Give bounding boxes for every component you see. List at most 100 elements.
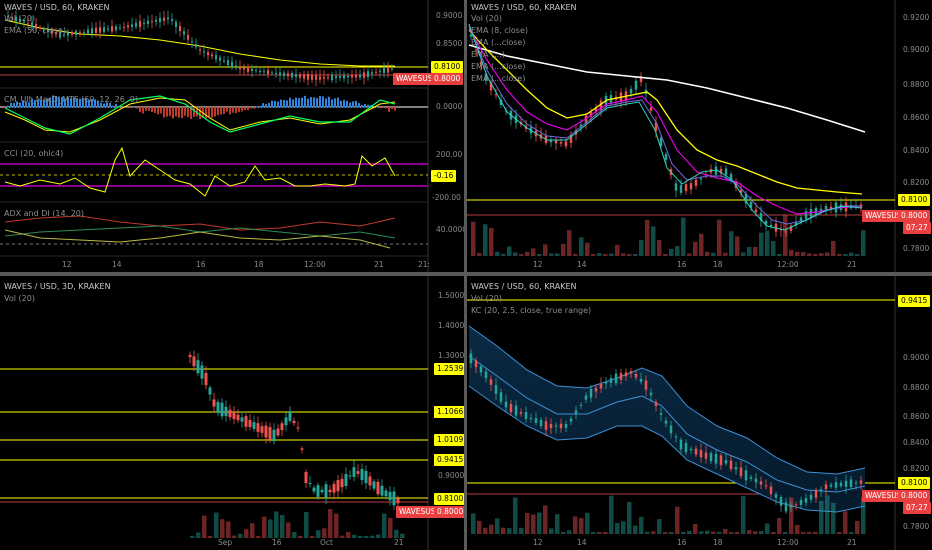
macd-histogram-bar bbox=[280, 99, 282, 108]
volume-bar bbox=[639, 516, 644, 534]
macd-histogram-bar bbox=[109, 103, 111, 108]
candle-body bbox=[629, 88, 633, 94]
volume-bar bbox=[663, 253, 668, 256]
candle-body bbox=[739, 189, 743, 194]
volume-bar bbox=[723, 252, 728, 256]
volume-bar bbox=[531, 248, 536, 256]
volume-bar bbox=[855, 253, 860, 256]
volume-bar bbox=[783, 531, 788, 534]
volume-bar bbox=[777, 518, 782, 534]
candle-body bbox=[219, 57, 221, 61]
cci-tick: 200.00 bbox=[436, 150, 463, 159]
chart-canvas-top-left[interactable] bbox=[0, 0, 464, 272]
ema-legend[interactable]: EMA (8, close) bbox=[471, 26, 528, 35]
volume-bar bbox=[298, 535, 303, 538]
price-tick: 0.8400 bbox=[903, 438, 930, 447]
volume-bar bbox=[525, 251, 530, 256]
candle-body bbox=[232, 411, 236, 420]
macd-histogram-bar bbox=[76, 98, 78, 108]
volume-bar bbox=[645, 531, 650, 534]
candle-body bbox=[589, 388, 593, 398]
ema-legend[interactable]: EMA (50, close) bbox=[4, 26, 67, 35]
macd-histogram-bar bbox=[205, 107, 207, 119]
volume-bar bbox=[561, 243, 566, 256]
candle-body bbox=[291, 72, 293, 78]
volume-bar bbox=[705, 251, 710, 256]
candle-body bbox=[714, 453, 718, 464]
macd-legend[interactable]: CM_Ult_MacD_MTF (60, 12, 26, 9) bbox=[4, 95, 139, 104]
price-tick: 0.7800 bbox=[903, 522, 930, 531]
volume-bar bbox=[262, 516, 267, 538]
volume-bar bbox=[735, 531, 740, 534]
macd-histogram-bar bbox=[163, 107, 165, 118]
last-price-badge: 0.8000 bbox=[434, 506, 464, 518]
ema-legend[interactable]: EMA (...close) bbox=[471, 38, 526, 47]
volume-bar bbox=[304, 512, 309, 538]
macd-histogram-bar bbox=[178, 107, 180, 118]
volume-bar bbox=[711, 531, 716, 534]
volume-bar bbox=[268, 519, 273, 538]
chart-canvas-top-right[interactable] bbox=[467, 0, 932, 272]
chart-canvas-bottom-right[interactable] bbox=[467, 276, 932, 550]
volume-bar bbox=[825, 252, 830, 256]
cci-legend[interactable]: CCI (20, ohlc4) bbox=[4, 149, 64, 158]
candle-body bbox=[23, 21, 25, 23]
candle-body bbox=[243, 67, 245, 70]
macd-histogram-bar bbox=[115, 103, 117, 108]
macd-histogram-bar bbox=[349, 102, 351, 108]
volume-bar bbox=[741, 252, 746, 256]
volume-legend[interactable]: Vol (20) bbox=[471, 294, 502, 303]
adx-tick: 40.0000 bbox=[436, 225, 464, 234]
pane-divider-horizontal[interactable] bbox=[0, 272, 932, 276]
volume-bars bbox=[471, 495, 866, 534]
volume-bar bbox=[280, 514, 285, 538]
macd-histogram-bar bbox=[358, 103, 360, 108]
candle-body bbox=[276, 428, 280, 436]
candle-series bbox=[469, 348, 863, 515]
candle-body bbox=[235, 65, 237, 67]
candle-body bbox=[91, 28, 93, 34]
adx-legend[interactable]: ADX and DI (14, 20) bbox=[4, 209, 84, 218]
candle-body bbox=[664, 420, 668, 424]
keltner-legend[interactable]: KC (20, 2.5, close, true range) bbox=[471, 306, 592, 315]
macd-histogram-bar bbox=[298, 98, 300, 108]
volume-bar bbox=[687, 253, 692, 256]
chart-pane-top-left[interactable]: WAVES / USD, 60, KRAKEN Vol (20) EMA (50… bbox=[0, 0, 464, 272]
volume-bar bbox=[621, 253, 626, 256]
chart-canvas-bottom-left[interactable] bbox=[0, 276, 464, 550]
volume-bar bbox=[232, 535, 237, 538]
candle-body bbox=[275, 73, 277, 75]
volume-legend[interactable]: Vol (20) bbox=[4, 14, 35, 23]
candle-body bbox=[216, 401, 220, 414]
volume-bar bbox=[537, 254, 542, 256]
chart-pane-top-right[interactable]: WAVES / USD, 60, KRAKEN Vol (20) EMA (8,… bbox=[467, 0, 932, 272]
volume-bar bbox=[675, 506, 680, 534]
volume-bar bbox=[627, 501, 632, 534]
last-price-badge: 0.8000 bbox=[431, 73, 464, 85]
volume-legend[interactable]: Vol (20) bbox=[4, 294, 35, 303]
candle-body bbox=[694, 448, 698, 455]
candle-body bbox=[224, 406, 228, 417]
volume-bar bbox=[495, 251, 500, 256]
volume-bar bbox=[507, 528, 512, 534]
ema-legend[interactable]: EMA (...) bbox=[471, 50, 505, 59]
time-tick: 14 bbox=[577, 260, 587, 269]
volume-bar bbox=[813, 253, 818, 256]
candle-body bbox=[191, 41, 193, 43]
candle-body bbox=[55, 32, 57, 35]
candle-body bbox=[308, 483, 312, 485]
volume-bar bbox=[807, 253, 812, 256]
volume-legend[interactable]: Vol (20) bbox=[471, 14, 502, 23]
ema-legend[interactable]: EMA (...close) bbox=[471, 62, 526, 71]
volume-bar bbox=[591, 253, 596, 256]
price-level-badge: 1.1066 bbox=[434, 406, 464, 418]
candle-body bbox=[509, 403, 513, 413]
time-tick: 12:00 bbox=[777, 260, 799, 269]
chart-pane-bottom-right[interactable]: WAVES / USD, 60, KRAKEN Vol (20) KC (20,… bbox=[467, 276, 932, 550]
macd-histogram-bar bbox=[259, 105, 261, 108]
volume-bar bbox=[316, 530, 321, 538]
chart-pane-bottom-left[interactable]: WAVES / USD, 3D, KRAKEN Vol (20) 1.5000 … bbox=[0, 276, 464, 550]
macd-histogram-bar bbox=[43, 100, 45, 108]
ema-legend[interactable]: EMA (...close) bbox=[471, 74, 526, 83]
price-level-badge: 0.8100 bbox=[898, 194, 931, 206]
